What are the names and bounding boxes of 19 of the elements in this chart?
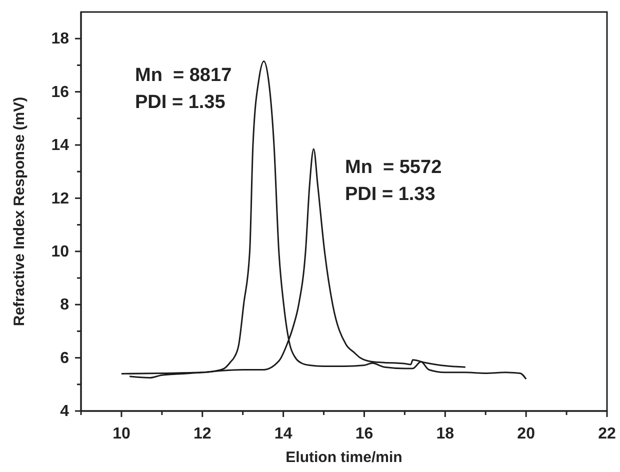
y-tick-label: 10 — [51, 244, 70, 261]
x-tick-label: 22 — [598, 425, 616, 442]
x-tick-label: 16 — [355, 425, 374, 442]
y-axis-title: Refractive Index Response (mV) — [11, 96, 28, 326]
x-tick-label: 10 — [112, 425, 130, 442]
annotation: Mn = 5572 PDI = 1.33 — [345, 157, 442, 205]
x-axis-title: Elution time/min — [286, 449, 402, 466]
y-tick-label: 6 — [60, 350, 70, 367]
x-tick-label: 14 — [274, 425, 292, 442]
y-tick-label: 4 — [60, 403, 70, 420]
y-tick-label: 8 — [60, 296, 70, 314]
y-tick-label: 16 — [51, 84, 70, 101]
annotation: Mn = 8817 PDI = 1.35 — [135, 65, 232, 113]
y-tick-label: 14 — [51, 137, 70, 154]
y-tick-label: 12 — [51, 190, 70, 208]
y-tick-label: 18 — [51, 30, 70, 48]
x-tick-label: 20 — [517, 425, 536, 442]
x-tick-label: 18 — [436, 425, 454, 442]
x-tick-label: 12 — [193, 425, 212, 442]
